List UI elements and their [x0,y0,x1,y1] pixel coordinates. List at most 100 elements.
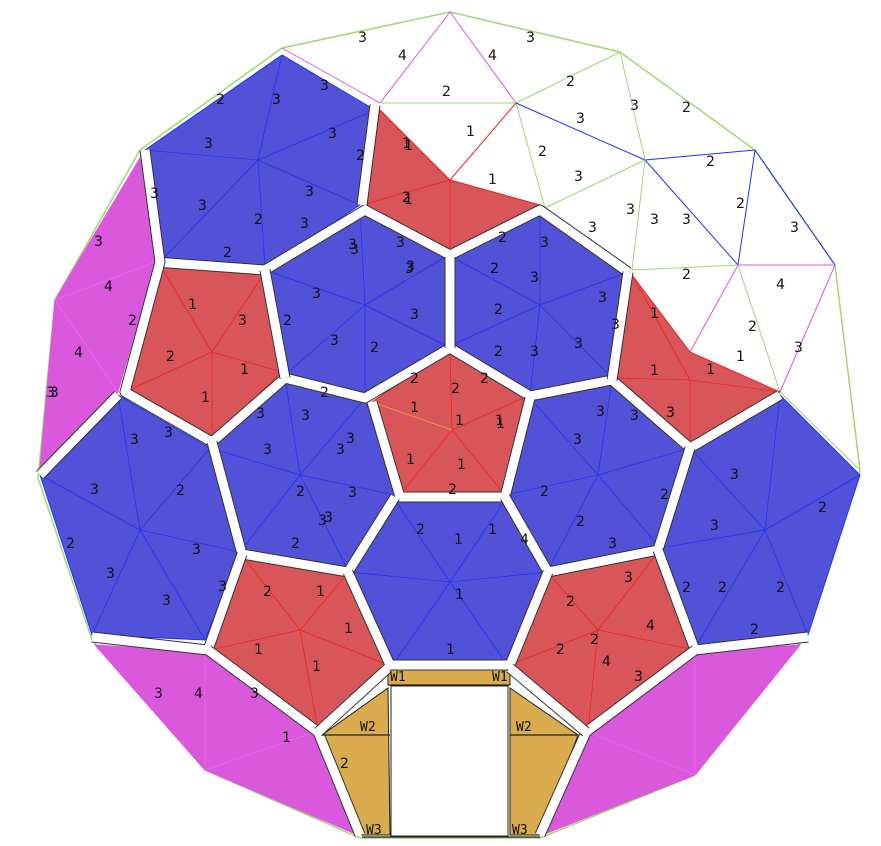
magenta-struts [54,261,696,776]
strut-label: 3 [576,111,585,127]
strut-label: 2 [718,580,727,596]
strut-label: 3 [46,385,55,401]
strut-label: 2 [166,349,175,365]
strut-label: 3 [324,510,333,526]
strut-label: 3 [330,333,339,349]
strut-label: 4 [194,686,203,702]
strut-label: 1 [488,172,497,188]
strut-label: 2 [498,230,507,246]
strut-label: 1 [495,413,504,429]
pentagon-struts [124,109,781,731]
strut-label: 3 [530,344,539,360]
strut-label: 3 [106,566,115,582]
strut-label: 2 [494,344,503,360]
strut-label: 2 [682,267,691,283]
strut-label: 3 [150,186,159,202]
strut-label: 3 [682,212,691,228]
strut-label: 3 [192,542,201,558]
strut-label: 2 [576,514,585,530]
door-label-w1-left: W1 [390,670,406,685]
strut-label: 1 [404,192,413,208]
strut-label: 2 [682,100,691,116]
strut-label: 2 [706,154,715,170]
door-lines [322,684,578,838]
strut-label: 1 [406,452,415,468]
strut-label: 1 [188,297,197,313]
strut-label: 2 [750,622,759,638]
strut-label: 2 [540,484,549,500]
strut-label: 2 [556,642,565,658]
strut-label: 2 [296,484,305,500]
strut-label: 2 [776,580,785,596]
strut-label: 3 [350,242,359,258]
strut-label: 2 [216,92,225,108]
strut-label: 3 [630,408,639,424]
strut-label: 1 [454,532,463,548]
inner-struts [39,54,861,663]
strut-label: 2 [818,500,827,516]
strut-label: 2 [128,313,137,329]
strut-label: 3 [666,405,675,421]
white-region [281,11,861,471]
strut-label: 3 [348,485,357,501]
strut-label: 2 [291,536,300,552]
strut-label: 1 [650,363,659,379]
strut-label: 2 [416,522,425,538]
door-label-w2-right: W2 [516,720,532,735]
strut-label: 2 [223,245,232,261]
strut-label: 3 [154,686,163,702]
strut-label: 3 [328,126,337,142]
strut-label: 3 [405,261,414,277]
strut-label: 3 [406,259,415,275]
strut-label: 4 [488,48,497,64]
strut-label: 3 [250,686,259,702]
strut-label: 3 [790,220,799,236]
strut-label: 3 [320,78,329,94]
strut-label: 3 [611,317,620,333]
strut-label: 2 [176,483,185,499]
strut-label: 3 [162,593,171,609]
strut-label: 2 [748,319,757,335]
door-label-w3-left: W3 [366,823,382,838]
strut-label: 3 [164,425,173,441]
strut-label: 3 [50,385,59,401]
strut-label: 3 [608,536,617,552]
strut-label: 1 [488,522,497,538]
strut-label: 4 [74,345,83,361]
door-labels: W1 W1 W2 W2 W3 W3 [360,670,532,838]
strut-label: 1 [736,349,745,365]
strut-label: 3 [94,234,103,250]
strut-label: 3 [626,202,635,218]
strut-label: 2 [490,261,499,277]
strut-label: 2 [538,144,547,160]
strut-label: 1 [455,587,464,603]
strut-label: 3 [238,313,247,329]
strut-label: 3 [263,442,272,458]
strut-label: 3 [710,518,719,534]
strut-label: 1 [240,362,249,378]
strut-label: 1 [706,362,715,378]
strut-label: 3 [204,136,213,152]
strut-label: 4 [104,279,113,295]
door-label-w1-right: W1 [492,670,508,685]
strut-label: 1 [457,457,466,473]
strut-label: 2 [480,371,489,387]
strut-label: 4 [520,532,529,548]
strut-label: 3 [218,579,227,595]
strut-label: 1 [282,730,291,746]
strut-label: 3 [396,235,405,251]
strut-label: 3 [312,286,321,302]
strut-label: 3 [794,340,803,356]
strut-label: 1 [455,413,464,429]
strut-label: 3 [634,669,643,685]
strut-label: 1 [466,124,475,140]
strut-label: 2 [402,190,411,206]
strut-label: 4 [646,618,655,634]
strut-label: 1 [201,390,210,406]
strut-label: 3 [596,404,605,420]
strut-label: 4 [776,277,785,293]
strut-label: 2 [320,385,329,401]
strut-label: 2 [494,302,503,318]
strut-label: 2 [736,196,745,212]
